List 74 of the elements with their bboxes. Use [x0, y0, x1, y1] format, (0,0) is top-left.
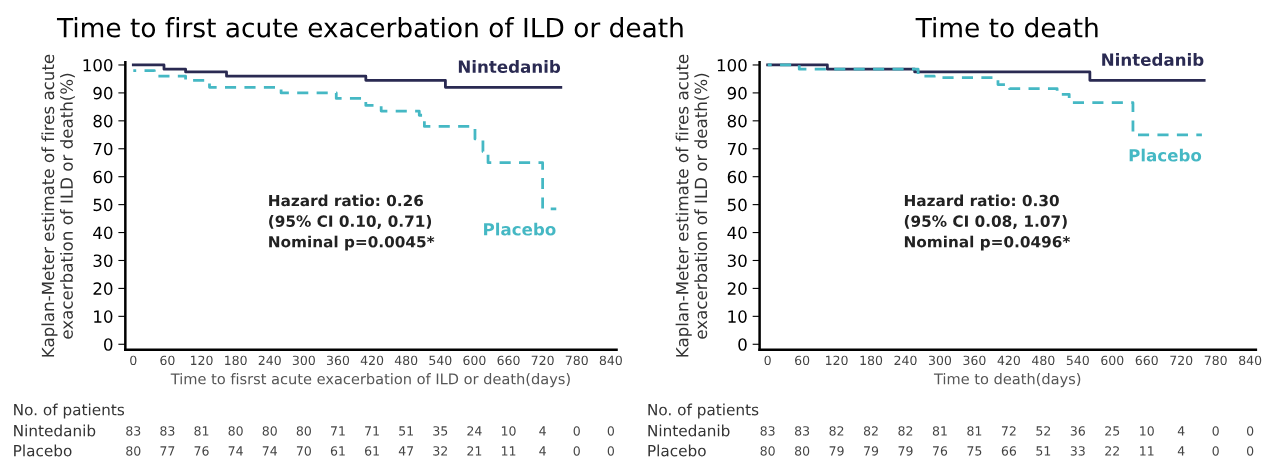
x-tick-label: 240 [894, 355, 917, 366]
y-tick-label: 20 [93, 282, 113, 295]
y-tick-label: 90 [93, 86, 113, 100]
x-tick-label: 480 [1032, 355, 1055, 366]
x-axis-title: Time to fisrst acute exacerbation of ILD or death(days) [170, 373, 570, 388]
y-tick-label: 0 [738, 338, 747, 351]
x-tick-label: 840 [599, 355, 622, 366]
annotation: Hazard ratio: 0.30 (95% CI 0.08, 1.07) Nominal p=0.0496* [904, 194, 1071, 251]
series-label: Placebo [484, 222, 556, 236]
x-tick-label: 660 [1135, 355, 1158, 366]
x-tick-label: 300 [928, 355, 952, 366]
y-tick-label: 70 [93, 142, 113, 156]
y-tick-label: 20 [727, 282, 747, 295]
x-tick-label: 480 [394, 355, 418, 366]
annotation: Hazard ratio: 0.26 (95% CI 0.10, 0.71) Nominal p=0.0045* [269, 194, 435, 251]
text: Nintedanib [14, 424, 96, 437]
chart-title: Time to first acute exacerbation of ILD or death [56, 17, 683, 38]
text: 80 77 76 74 74 70 61 61 47 32 21 11 4 0 0 [126, 446, 614, 456]
series-label: Nintedanib [458, 60, 561, 73]
y-tick-label: 100 [717, 58, 747, 72]
text: Placebo [648, 444, 706, 457]
x-tick-label: 720 [1170, 355, 1193, 366]
x-tick-label: 840 [1239, 355, 1262, 366]
x-tick-label: 360 [326, 355, 350, 366]
x-tick-label: 0 [764, 355, 771, 366]
y-tick-label: 10 [728, 310, 747, 323]
x-tick-label: 180 [225, 355, 247, 366]
x-axis-title: Time to death(days) [933, 373, 1081, 388]
y-tick-label: 70 [727, 142, 747, 156]
y-axis-title: Kaplan-Meter estimate of fires acute exacerbation of ILD or death(%) [41, 54, 75, 357]
y-tick-label: 10 [94, 310, 113, 323]
x-tick-label: 420 [360, 355, 384, 366]
series-label: Placebo [1129, 148, 1202, 162]
text: Nintedanib [648, 424, 730, 437]
y-tick-label: 80 [727, 114, 747, 128]
chart-title: Time to death [915, 17, 1098, 38]
text: No. of patients [648, 403, 759, 419]
y-tick-label: 40 [727, 226, 747, 240]
x-tick-label: 120 [826, 355, 848, 366]
x-tick-label: 180 [860, 355, 883, 366]
y-tick-label: 30 [727, 254, 747, 268]
x-tick-label: 360 [963, 355, 986, 366]
y-tick-label: 50 [727, 198, 747, 212]
x-tick-label: 300 [292, 355, 315, 366]
x-tick-label: 780 [1204, 355, 1227, 366]
y-tick-label: 60 [93, 170, 113, 184]
y-tick-label: 0 [104, 338, 113, 351]
x-tick-label: 540 [1066, 355, 1089, 366]
x-tick-label: 60 [160, 355, 175, 366]
x-tick-label: 660 [497, 355, 520, 366]
x-tick-label: 60 [795, 355, 810, 366]
x-tick-label: 0 [130, 355, 137, 366]
x-tick-label: 120 [190, 355, 213, 366]
text: 80 80 79 79 79 76 75 66 51 33 22 11 4 0 0 [760, 446, 1254, 456]
y-tick-label: 40 [93, 226, 113, 240]
y-tick-label: 50 [93, 198, 113, 212]
x-tick-label: 420 [997, 355, 1020, 366]
y-tick-label: 100 [83, 58, 113, 72]
y-axis-title: Kaplan-Meter estimate of fires acute exacerbation of ILD or death(%) [675, 54, 710, 357]
text: Placebo [14, 444, 72, 457]
y-tick-label: 80 [93, 114, 113, 128]
text: 83 83 81 80 80 80 71 71 51 35 24 10 4 0 0 [126, 426, 614, 436]
series-label: Nintedanib [1102, 53, 1204, 66]
x-tick-label: 540 [429, 355, 452, 366]
x-tick-label: 600 [1101, 355, 1124, 366]
x-tick-label: 600 [463, 355, 486, 366]
y-tick-label: 30 [93, 254, 113, 268]
x-tick-label: 720 [531, 355, 554, 366]
y-tick-label: 60 [727, 170, 747, 184]
text: No. of patients [14, 403, 125, 419]
text: 83 83 82 82 82 81 81 72 52 36 25 10 4 0 0 [760, 426, 1254, 436]
y-tick-label: 90 [727, 86, 747, 100]
x-tick-label: 240 [258, 355, 281, 366]
x-tick-label: 780 [565, 355, 588, 366]
